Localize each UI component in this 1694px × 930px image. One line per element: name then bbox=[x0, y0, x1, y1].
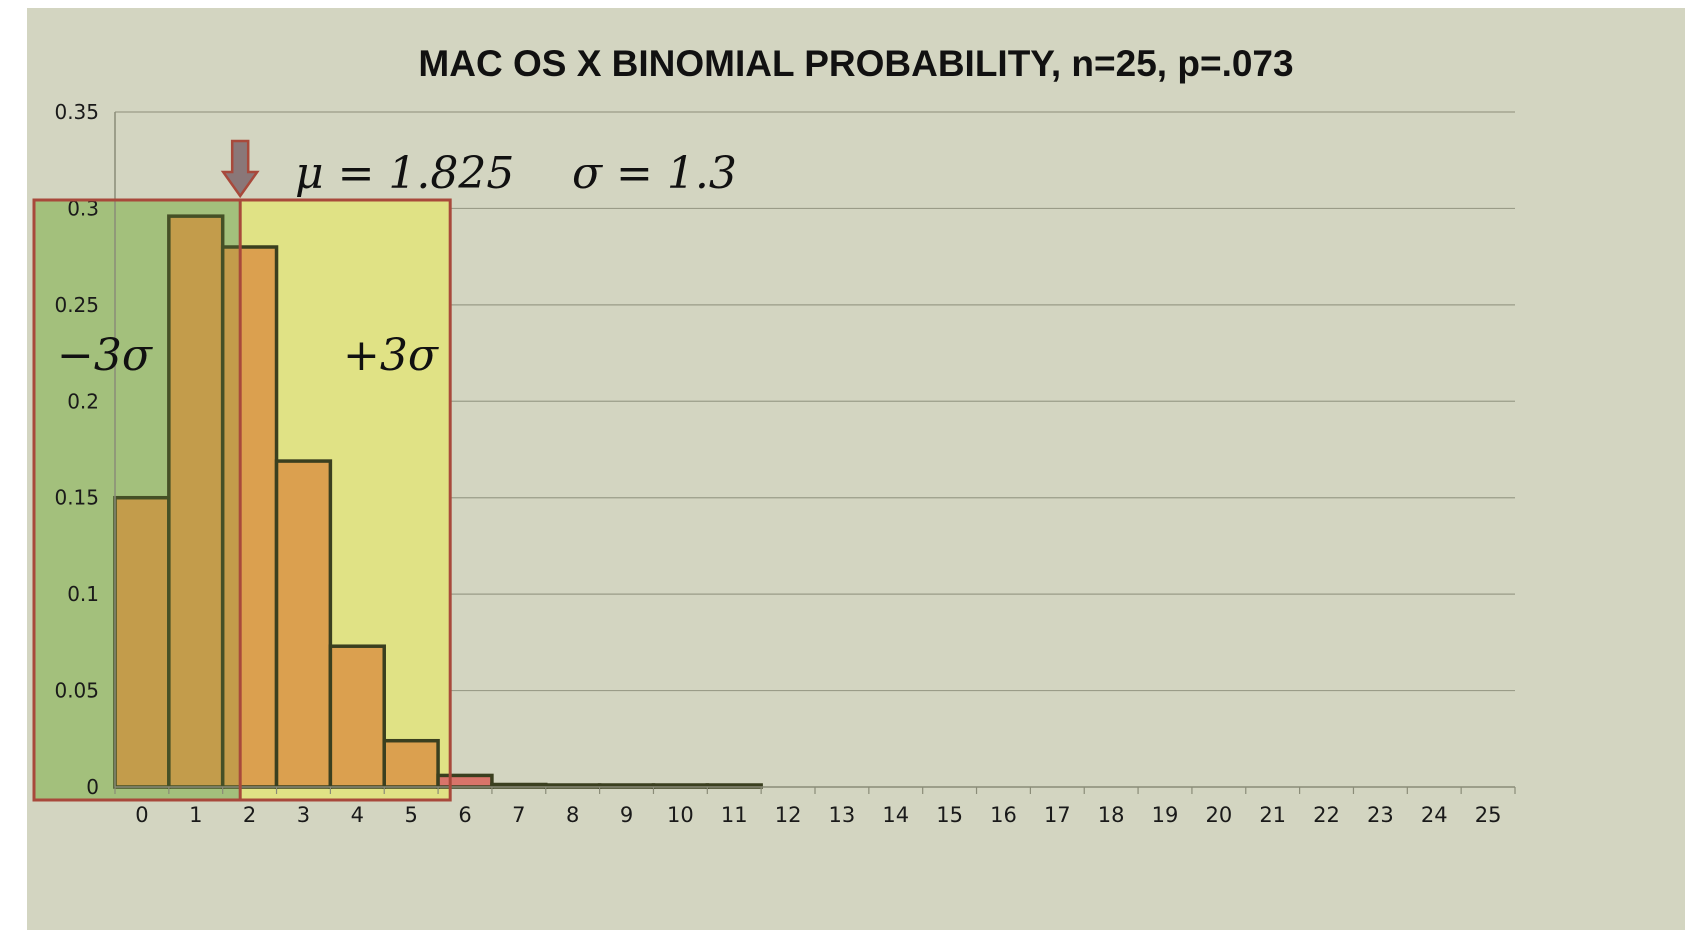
minus-region-tint bbox=[34, 200, 241, 800]
chart-title: MAC OS X BINOMIAL PROBABILITY, n=25, p=.… bbox=[418, 43, 1293, 84]
bar bbox=[382, 738, 440, 789]
x-tick-label: 23 bbox=[1367, 803, 1394, 827]
bar bbox=[274, 459, 333, 789]
mean-arrow-icon bbox=[220, 139, 260, 199]
x-tick-label: 1 bbox=[189, 803, 202, 827]
x-tick-label: 22 bbox=[1313, 803, 1340, 827]
x-tick-label: 7 bbox=[512, 803, 525, 827]
x-tick-label: 20 bbox=[1205, 803, 1232, 827]
x-tick-label: 25 bbox=[1475, 803, 1502, 827]
x-tick-label: 6 bbox=[458, 803, 471, 827]
x-tick-label: 24 bbox=[1421, 803, 1448, 827]
axes bbox=[114, 112, 1516, 794]
x-tick-label: 5 bbox=[404, 803, 417, 827]
x-tick-label: 9 bbox=[620, 803, 633, 827]
x-tick-label: 15 bbox=[936, 803, 963, 827]
y-tick-label: 0.25 bbox=[54, 293, 99, 317]
x-tick-label: 10 bbox=[667, 803, 694, 827]
bar bbox=[328, 644, 386, 789]
x-tick-label: 3 bbox=[297, 803, 310, 827]
x-tick-label: 12 bbox=[775, 803, 802, 827]
minus-three-sigma-label: −3σ bbox=[57, 330, 154, 381]
bar bbox=[436, 773, 494, 789]
y-tick-label: 0 bbox=[86, 775, 99, 799]
x-tick-label: 17 bbox=[1044, 803, 1071, 827]
x-tick-label: 21 bbox=[1259, 803, 1286, 827]
chart-panel: MAC OS X BINOMIAL PROBABILITY, n=25, p=.… bbox=[27, 8, 1685, 930]
y-tick-label: 0.05 bbox=[54, 679, 99, 703]
x-tick-label: 19 bbox=[1152, 803, 1179, 827]
x-tick-labels: 0 1 2 3 4 5 6 7 8 9 10 11 12 13 14 15 16 17 18 19 20 21 22 23 24… bbox=[135, 803, 1501, 827]
bar bbox=[220, 245, 279, 789]
overlays: μ = 1.825 σ = 1.3 −3σ +3σ bbox=[32, 139, 737, 802]
x-tick-label: 16 bbox=[990, 803, 1017, 827]
x-tick-label: 4 bbox=[351, 803, 364, 827]
y-tick-label: 0.2 bbox=[67, 389, 99, 413]
three-sigma-box bbox=[32, 198, 452, 802]
plus-three-sigma-label: +3σ bbox=[343, 330, 440, 381]
x-tick-label: 8 bbox=[566, 803, 579, 827]
x-tick-label: 13 bbox=[829, 803, 856, 827]
mu-label: μ = 1.825 bbox=[295, 148, 514, 199]
y-tick-label: 0.15 bbox=[54, 486, 99, 510]
bars bbox=[34, 200, 763, 800]
sigma-label: σ = 1.3 bbox=[572, 148, 737, 199]
y-tick-label: 0.1 bbox=[67, 582, 99, 606]
x-tick-label: 2 bbox=[243, 803, 256, 827]
x-tick-label: 0 bbox=[135, 803, 148, 827]
arrow-shape bbox=[220, 139, 260, 199]
x-tick-label: 11 bbox=[721, 803, 748, 827]
x-tick-label: 18 bbox=[1098, 803, 1125, 827]
binomial-chart: MAC OS X BINOMIAL PROBABILITY, n=25, p=.… bbox=[32, 43, 1516, 827]
y-tick-labels: 00.050.10.150.20.250.30.35 bbox=[54, 100, 99, 799]
x-tick-label: 14 bbox=[882, 803, 909, 827]
y-tick-label: 0.35 bbox=[54, 100, 99, 124]
